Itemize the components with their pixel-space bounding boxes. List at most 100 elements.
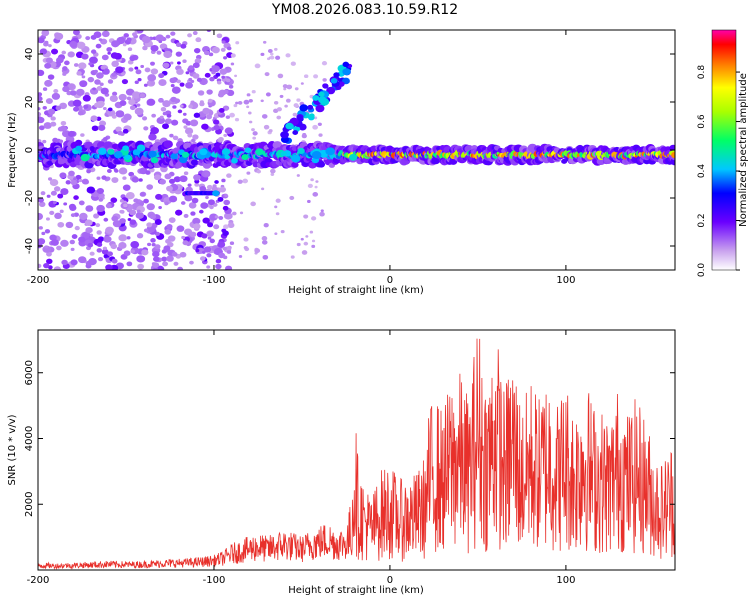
noise-mark	[221, 75, 226, 79]
noise-mark	[250, 201, 256, 207]
noise-mark	[229, 112, 235, 118]
noise-mark	[307, 199, 311, 203]
noise-mark	[146, 184, 154, 190]
noise-mark	[305, 235, 309, 238]
noise-mark	[322, 78, 327, 82]
noise-mark	[38, 96, 43, 102]
noise-mark	[169, 61, 174, 65]
noise-mark	[224, 107, 229, 111]
noise-mark	[93, 69, 98, 74]
noise-mark	[114, 169, 119, 173]
noise-mark	[206, 184, 213, 190]
noise-mark	[301, 133, 307, 139]
noise-mark	[222, 246, 228, 251]
noise-mark	[192, 31, 198, 36]
noise-mark	[38, 116, 45, 124]
noise-mark	[88, 62, 93, 66]
rising-trace-mark	[312, 95, 320, 101]
noise-mark	[96, 188, 105, 195]
noise-mark	[199, 209, 204, 214]
noise-mark	[209, 238, 215, 244]
noise-mark	[47, 74, 55, 80]
noise-mark	[115, 66, 124, 74]
noise-mark	[256, 169, 262, 174]
noise-mark	[127, 217, 132, 222]
noise-mark	[97, 192, 105, 199]
noise-mark	[123, 33, 129, 38]
noise-mark	[57, 193, 64, 199]
noise-mark	[187, 33, 192, 38]
noise-mark	[122, 184, 131, 191]
noise-mark	[269, 52, 274, 56]
noise-mark	[164, 118, 172, 125]
noise-mark	[111, 114, 117, 119]
noise-mark	[49, 210, 55, 215]
noise-mark	[242, 178, 249, 184]
noise-mark	[101, 175, 107, 180]
noise-mark	[103, 235, 112, 243]
noise-mark	[162, 123, 169, 130]
noise-mark	[303, 214, 309, 219]
noise-mark	[87, 76, 95, 83]
noise-mark	[311, 244, 316, 248]
noise-mark	[163, 50, 173, 59]
noise-mark	[101, 30, 110, 38]
noise-mark	[107, 79, 114, 84]
noise-mark	[260, 52, 265, 56]
noise-mark	[123, 113, 132, 121]
noise-mark	[158, 79, 167, 87]
noise-mark	[164, 201, 169, 206]
noise-mark	[285, 98, 291, 103]
noise-mark	[252, 136, 256, 140]
noise-mark	[44, 229, 51, 234]
noise-mark	[48, 44, 52, 48]
noise-mark	[167, 235, 176, 242]
noise-mark	[275, 212, 280, 216]
noise-mark	[82, 94, 91, 102]
noise-mark	[163, 47, 168, 51]
noise-mark	[137, 77, 142, 82]
noise-mark	[111, 72, 117, 77]
noise-mark	[216, 33, 223, 39]
noise-mark	[223, 89, 229, 95]
noise-mark	[233, 104, 238, 108]
noise-mark	[176, 79, 181, 84]
noise-mark	[224, 193, 228, 197]
noise-mark	[235, 101, 239, 105]
noise-mark	[80, 133, 85, 137]
noise-mark	[219, 68, 228, 75]
noise-mark	[234, 74, 238, 78]
noise-mark	[314, 185, 318, 189]
noise-mark	[251, 90, 256, 94]
noise-mark	[143, 126, 149, 131]
noise-mark	[160, 106, 167, 112]
noise-mark	[135, 211, 144, 219]
noise-mark	[52, 137, 59, 143]
noise-mark	[97, 100, 105, 107]
noise-mark	[96, 204, 105, 213]
noise-mark	[50, 239, 59, 246]
noise-mark	[177, 109, 183, 114]
noise-mark	[223, 199, 231, 206]
band-cluster-mark	[123, 154, 131, 160]
band-cluster-mark	[241, 154, 249, 161]
noise-mark	[217, 241, 226, 248]
noise-mark	[165, 34, 171, 39]
noise-mark	[100, 65, 106, 70]
noise-mark	[125, 191, 135, 200]
noise-mark	[68, 203, 76, 210]
noise-mark	[59, 172, 67, 179]
noise-mark	[127, 59, 134, 65]
noise-mark	[68, 170, 75, 177]
noise-mark	[267, 49, 273, 54]
noise-mark	[195, 248, 200, 253]
noise-mark	[139, 192, 146, 197]
colorbar-tick-label: 0.8	[697, 65, 707, 80]
noise-mark	[156, 116, 166, 125]
snr-x-label: Height of straight line (km)	[288, 585, 424, 596]
noise-mark	[111, 40, 120, 48]
noise-mark	[179, 251, 187, 258]
band-cluster-mark	[80, 153, 90, 162]
band-halo-mark	[190, 159, 199, 166]
